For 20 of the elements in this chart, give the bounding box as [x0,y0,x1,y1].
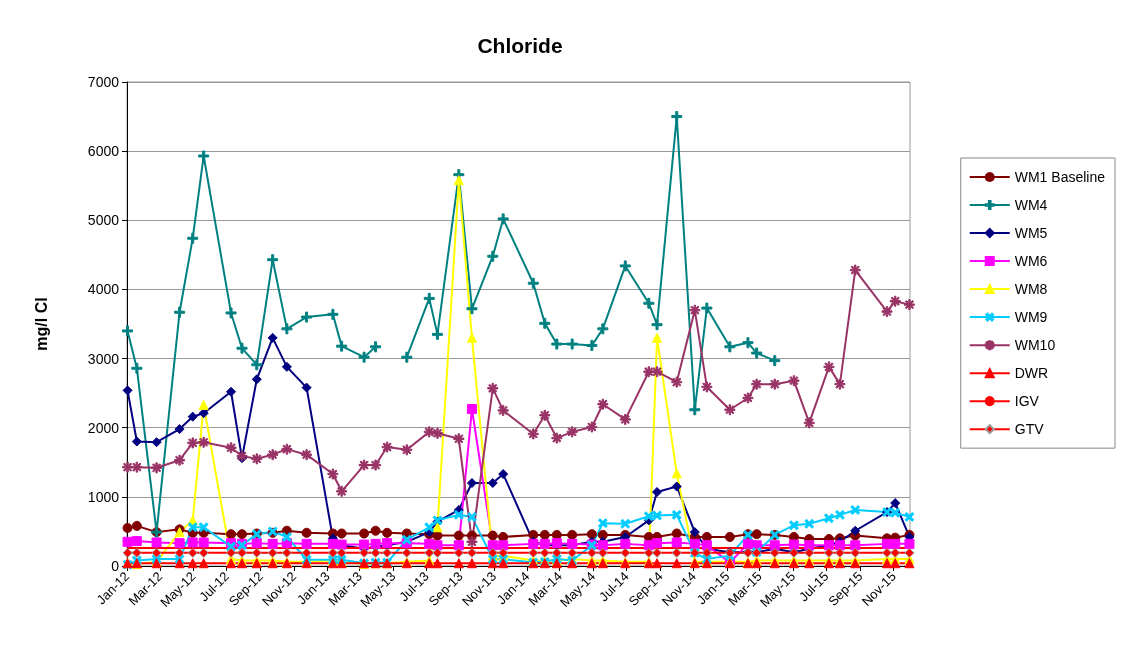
legend-label: WM4 [1014,197,1048,213]
y-tick-label: 6000 [87,143,120,160]
y-tick-label: 7000 [87,74,120,90]
legend-label: WM5 [1014,225,1048,241]
y-tick-label: 4000 [87,281,120,298]
legend-label: WM10 [1014,337,1056,354]
y-tick-label: 5000 [87,212,120,229]
legend-label: DWR [1014,365,1049,382]
legend-label: IGV [1014,393,1040,410]
y-axis-title: mg/l Cl [32,297,50,351]
legend-label: WM6 [1014,253,1048,269]
y-tick-label: 0 [111,558,120,574]
legend-label: GTV [1014,421,1045,438]
legend-label: WM8 [1014,281,1048,297]
y-tick-label: 3000 [87,350,120,367]
chart-title: Chloride [477,34,563,57]
legend-label: WM9 [1014,309,1048,326]
y-tick-label: 1000 [87,488,120,505]
legend-label: WM1 Baseline [1014,169,1106,185]
y-tick-label: 2000 [87,419,120,436]
